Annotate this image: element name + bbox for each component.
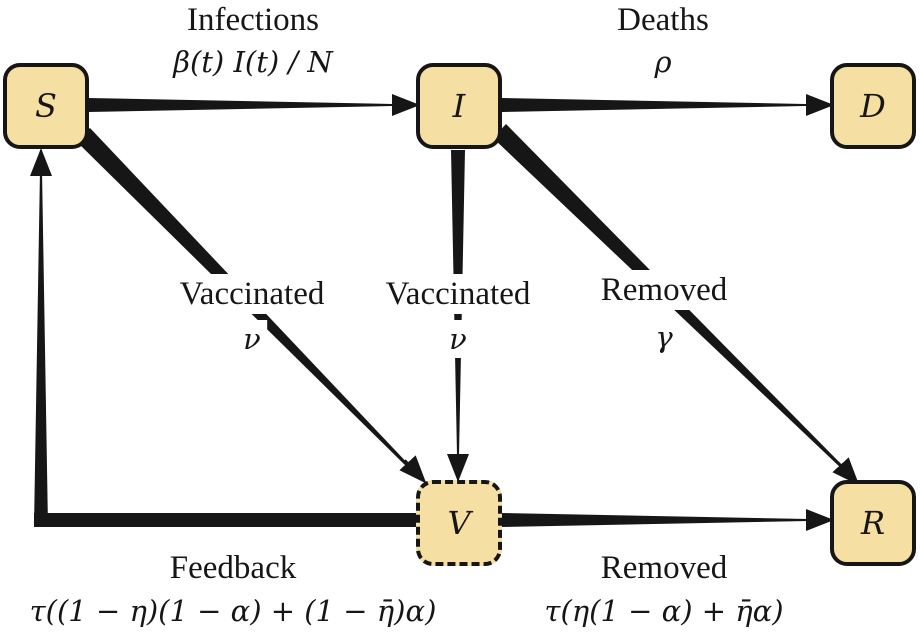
node-v: V <box>416 480 502 566</box>
rate-infections: β(t) I(t) / N <box>173 45 333 79</box>
label-vaccinated-i: Vaccinated <box>379 274 537 314</box>
label-removed-i: Removed <box>594 270 734 310</box>
edge-vaccinated-i <box>447 150 469 482</box>
edge-deaths <box>502 94 834 116</box>
node-i: I <box>416 63 502 149</box>
rate-deaths: ρ <box>654 45 672 79</box>
rate-removed-v: τ(η(1 − α) + η̄α) <box>544 594 784 628</box>
edge-infections <box>88 94 420 116</box>
label-infections: Infections <box>187 2 319 38</box>
rate-removed-i: γ <box>649 318 679 356</box>
node-s: S <box>3 63 89 149</box>
node-d: D <box>830 63 916 149</box>
label-removed-v: Removed <box>600 550 728 586</box>
rate-vaccinated-s: ν <box>237 320 267 358</box>
edge-feedback <box>30 148 420 527</box>
rate-feedback: τ((1 − η)(1 − α) + (1 − η̄)α) <box>29 594 437 628</box>
rate-vaccinated-i: ν <box>443 320 473 358</box>
node-r: R <box>830 480 916 566</box>
edge-removed-v <box>500 509 834 531</box>
label-deaths: Deaths <box>617 2 709 38</box>
label-vaccinated-s: Vaccinated <box>173 274 331 314</box>
label-feedback: Feedback <box>169 550 297 586</box>
